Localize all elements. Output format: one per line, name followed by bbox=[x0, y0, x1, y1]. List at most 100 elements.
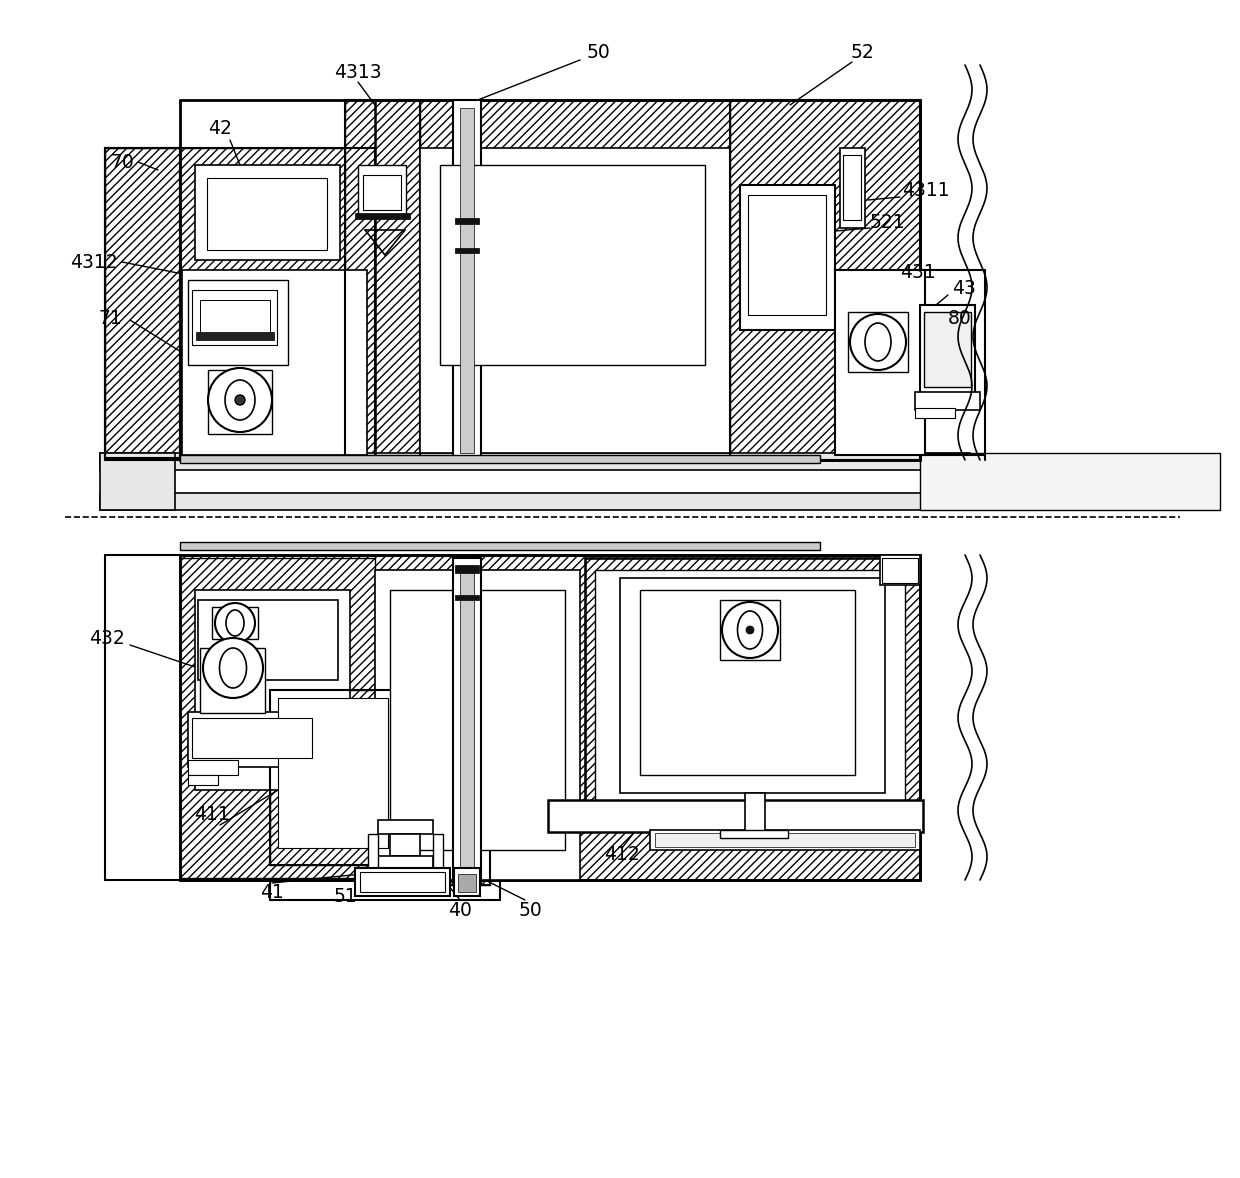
Bar bbox=[455, 218, 479, 224]
Bar bbox=[595, 570, 905, 805]
Bar bbox=[360, 872, 445, 892]
Bar bbox=[453, 558, 481, 884]
Bar bbox=[620, 578, 885, 793]
Bar bbox=[454, 868, 480, 896]
Text: 50: 50 bbox=[587, 42, 610, 61]
Bar bbox=[848, 312, 908, 372]
Bar bbox=[391, 834, 420, 856]
Bar bbox=[100, 454, 970, 470]
Text: 521: 521 bbox=[870, 212, 905, 232]
Bar bbox=[207, 178, 327, 250]
Bar bbox=[882, 558, 918, 583]
Bar bbox=[105, 148, 180, 458]
Circle shape bbox=[746, 626, 754, 634]
Bar bbox=[460, 565, 474, 876]
Bar bbox=[355, 868, 450, 896]
Bar bbox=[100, 454, 175, 510]
Bar bbox=[100, 494, 970, 510]
Text: 412: 412 bbox=[604, 846, 640, 865]
Bar bbox=[748, 196, 826, 315]
Text: 4313: 4313 bbox=[335, 62, 382, 81]
Bar bbox=[401, 690, 490, 885]
Bar bbox=[188, 712, 317, 767]
Text: 70: 70 bbox=[110, 152, 134, 172]
Bar bbox=[720, 600, 780, 660]
Bar bbox=[195, 165, 340, 260]
Bar bbox=[740, 185, 835, 330]
Bar bbox=[455, 565, 479, 573]
Text: 40: 40 bbox=[448, 900, 472, 920]
Bar bbox=[182, 270, 367, 455]
Bar bbox=[391, 590, 565, 851]
Text: 71: 71 bbox=[98, 309, 122, 327]
Bar bbox=[198, 600, 339, 680]
Bar bbox=[920, 305, 975, 395]
Bar bbox=[460, 108, 474, 454]
Bar bbox=[278, 699, 388, 848]
Bar bbox=[200, 648, 265, 713]
Bar bbox=[551, 803, 920, 830]
Bar bbox=[345, 100, 420, 459]
Circle shape bbox=[722, 602, 777, 659]
Bar bbox=[650, 830, 920, 851]
Bar bbox=[620, 578, 885, 793]
Text: 411: 411 bbox=[195, 806, 229, 825]
Bar bbox=[835, 270, 925, 455]
Text: 4312: 4312 bbox=[71, 252, 118, 271]
Bar bbox=[730, 100, 920, 459]
Bar bbox=[192, 290, 277, 345]
Text: 80: 80 bbox=[949, 309, 972, 327]
Bar bbox=[270, 690, 401, 865]
Text: 4311: 4311 bbox=[901, 180, 950, 199]
Bar bbox=[915, 408, 955, 418]
Bar bbox=[208, 370, 272, 434]
Bar bbox=[843, 155, 861, 220]
Bar bbox=[180, 558, 374, 878]
Bar bbox=[192, 719, 312, 757]
Bar bbox=[200, 300, 270, 335]
Bar bbox=[212, 607, 258, 638]
Text: 52: 52 bbox=[851, 42, 874, 61]
Bar bbox=[180, 455, 820, 463]
Bar bbox=[180, 148, 374, 458]
Bar bbox=[180, 555, 920, 880]
Text: 43: 43 bbox=[952, 278, 976, 298]
Bar bbox=[585, 558, 920, 823]
Bar bbox=[378, 820, 433, 834]
Bar bbox=[355, 213, 410, 219]
Text: 50: 50 bbox=[518, 900, 542, 920]
Bar bbox=[280, 700, 386, 846]
Text: 431: 431 bbox=[900, 263, 936, 282]
Bar bbox=[358, 165, 405, 216]
Bar bbox=[195, 590, 350, 790]
Circle shape bbox=[849, 315, 906, 370]
Bar bbox=[196, 332, 274, 340]
Bar bbox=[455, 595, 479, 600]
Text: 41: 41 bbox=[260, 882, 284, 901]
Circle shape bbox=[215, 603, 255, 643]
Bar bbox=[378, 856, 433, 868]
Bar bbox=[374, 570, 580, 880]
Circle shape bbox=[236, 395, 246, 405]
Bar bbox=[458, 874, 476, 892]
Bar bbox=[105, 148, 180, 458]
Bar bbox=[915, 392, 980, 410]
Bar bbox=[180, 542, 820, 550]
Bar bbox=[374, 100, 920, 459]
Bar bbox=[345, 100, 420, 459]
Bar bbox=[745, 793, 765, 833]
Bar bbox=[180, 555, 920, 880]
Text: 51: 51 bbox=[334, 887, 357, 907]
Bar bbox=[453, 100, 481, 459]
Bar bbox=[420, 148, 730, 454]
Bar bbox=[401, 690, 490, 885]
Bar bbox=[270, 690, 401, 865]
Bar bbox=[720, 830, 787, 838]
Bar bbox=[640, 590, 856, 775]
Bar bbox=[374, 100, 920, 459]
Bar bbox=[433, 834, 443, 869]
Text: 42: 42 bbox=[208, 119, 232, 138]
Bar bbox=[188, 280, 288, 365]
Text: 432: 432 bbox=[89, 629, 125, 648]
Bar bbox=[363, 176, 401, 210]
